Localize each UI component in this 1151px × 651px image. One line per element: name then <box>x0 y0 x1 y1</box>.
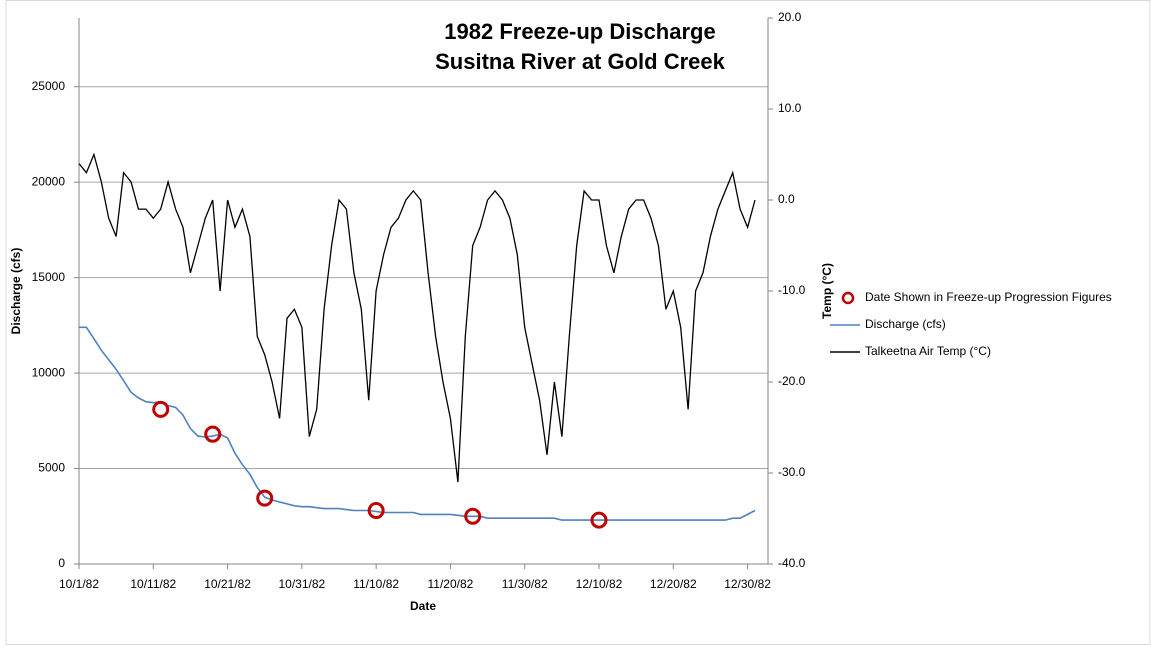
x-tick-label: 11/30/82 <box>502 577 548 591</box>
chart-border <box>5 0 1151 645</box>
y-axis-title: Discharge (cfs) <box>9 248 23 335</box>
x-tick-label: 11/10/82 <box>353 577 399 591</box>
x-tick-label: 10/1/82 <box>59 577 99 591</box>
y2-tick-label: 10.0 <box>778 101 802 115</box>
x-tick-label: 12/10/82 <box>576 577 623 591</box>
legend-label: Discharge (cfs) <box>865 317 946 331</box>
x-tick-label: 11/20/82 <box>428 577 474 591</box>
y2-tick-label: -30.0 <box>778 465 806 479</box>
marker <box>204 425 222 443</box>
y-tick-label: 5000 <box>38 461 65 475</box>
legend-marker <box>841 291 855 305</box>
chart-title: 1982 Freeze-up Discharge <box>444 19 715 44</box>
y2-tick-label: -10.0 <box>778 283 806 297</box>
legend-label: Date Shown in Freeze-up Progression Figu… <box>865 290 1112 304</box>
y-tick-label: 10000 <box>32 365 66 379</box>
marker <box>590 511 608 529</box>
marker <box>256 489 274 507</box>
marker <box>464 507 482 525</box>
y2-tick-label: 0.0 <box>778 192 795 206</box>
y-tick-label: 20000 <box>32 174 66 188</box>
y-tick-label: 15000 <box>32 270 66 284</box>
y2-tick-label: 20.0 <box>778 10 802 24</box>
x-tick-label: 10/31/82 <box>278 577 325 591</box>
legend-label: Talkeetna Air Temp (°C) <box>865 344 991 358</box>
y2-axis-title: Temp (°C) <box>820 263 834 319</box>
marker <box>367 502 385 520</box>
x-axis-title: Date <box>410 599 436 613</box>
y2-tick-label: -40.0 <box>778 556 806 570</box>
y2-tick-label: -20.0 <box>778 374 806 388</box>
x-tick-label: 12/30/82 <box>724 577 771 591</box>
y-tick-label: 25000 <box>32 79 66 93</box>
x-tick-label: 10/11/82 <box>130 577 176 591</box>
series-line <box>79 326 756 521</box>
x-tick-label: 10/21/82 <box>204 577 251 591</box>
chart-subtitle: Susitna River at Gold Creek <box>435 49 726 74</box>
y-tick-label: 0 <box>58 556 65 570</box>
marker <box>152 400 170 418</box>
series-line <box>78 152 756 483</box>
x-tick-label: 12/20/82 <box>650 577 697 591</box>
